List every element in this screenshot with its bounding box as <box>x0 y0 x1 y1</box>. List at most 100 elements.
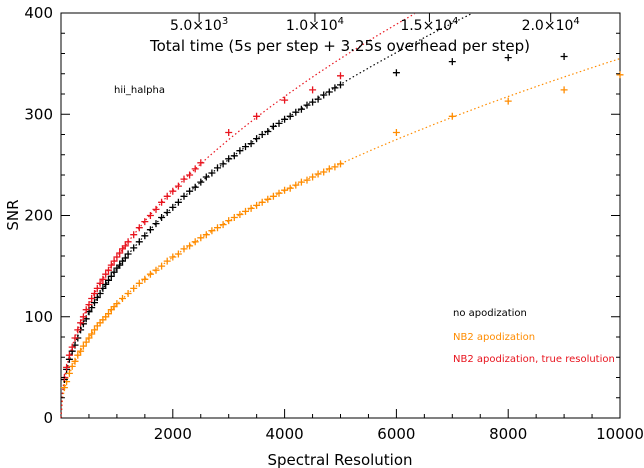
data-point <box>560 86 568 94</box>
data-point <box>71 357 79 365</box>
legend-item-2: NB2 apodization, true resolution <box>453 354 615 365</box>
data-point <box>63 363 71 371</box>
data-point <box>124 250 132 258</box>
data-point <box>163 192 171 200</box>
data-point <box>219 221 227 229</box>
data-point <box>110 268 118 276</box>
data-point <box>258 198 266 206</box>
top-axis-title: Total time (5s per step + 3.25s overhead… <box>149 37 530 55</box>
data-point <box>79 342 87 350</box>
data-point <box>135 224 143 232</box>
data-point <box>253 112 261 120</box>
data-point <box>191 238 199 246</box>
data-point <box>281 96 289 104</box>
legend-item-1: NB2 apodization <box>453 332 535 343</box>
data-point <box>297 178 305 186</box>
data-point <box>174 250 182 258</box>
data-point <box>320 91 328 99</box>
data-point <box>60 384 68 392</box>
data-point <box>286 112 294 120</box>
data-point <box>208 169 216 177</box>
data-point <box>152 205 160 213</box>
y-tick-label: 0 <box>43 409 53 427</box>
data-point <box>79 313 87 321</box>
data-point <box>174 198 182 206</box>
data-point <box>230 152 238 160</box>
x-tick-label: 2000 <box>154 425 192 443</box>
data-point <box>174 182 182 190</box>
data-point <box>286 184 294 192</box>
x-axis-label: Spectral Resolution <box>267 451 412 468</box>
data-point <box>158 262 166 270</box>
data-point <box>186 242 194 250</box>
data-point <box>214 164 221 172</box>
data-point <box>219 160 227 168</box>
data-point <box>105 266 112 274</box>
data-point <box>124 290 132 297</box>
data-point <box>247 204 255 212</box>
data-point <box>281 115 289 123</box>
data-point <box>110 257 118 265</box>
data-point <box>180 245 188 253</box>
data-point <box>130 231 138 239</box>
data-point <box>331 163 339 171</box>
y-axis-label: SNR <box>4 199 22 230</box>
data-point <box>88 330 96 338</box>
data-point <box>392 69 400 77</box>
data-point <box>197 159 205 167</box>
data-point <box>303 101 311 109</box>
data-point <box>77 347 85 355</box>
fit-curve-0 <box>60 12 473 419</box>
data-point <box>163 257 171 265</box>
data-point <box>180 175 188 183</box>
data-point <box>247 140 255 148</box>
x-tick-label: 8000 <box>489 425 527 443</box>
top-tick-label: 5.0×103 <box>170 16 228 34</box>
data-point <box>169 253 177 261</box>
x-tick-label: 4000 <box>266 425 304 443</box>
data-point <box>264 128 272 135</box>
data-point <box>225 155 233 163</box>
data-point <box>105 276 112 284</box>
top-tick-label: 1.5×104 <box>400 16 458 34</box>
data-point <box>105 310 112 318</box>
data-point <box>158 214 166 221</box>
data-point <box>309 86 317 94</box>
y-tick-label: 200 <box>24 207 53 225</box>
data-point <box>135 279 143 287</box>
data-point <box>146 226 154 234</box>
data-point <box>130 284 138 292</box>
data-point <box>297 105 305 113</box>
data-point <box>124 238 132 246</box>
data-point <box>230 214 238 221</box>
data-point <box>197 234 205 242</box>
data-point <box>504 54 512 62</box>
data-point <box>74 326 82 334</box>
data-point <box>113 300 121 308</box>
data-point <box>130 244 138 252</box>
data-point <box>292 181 300 189</box>
data-point <box>141 232 149 240</box>
data-point <box>314 170 322 178</box>
data-point <box>337 72 344 80</box>
data-point <box>68 362 76 370</box>
data-point <box>107 272 115 280</box>
data-point <box>281 186 289 194</box>
data-point <box>191 165 199 173</box>
data-point <box>253 201 261 209</box>
fit-curve-1 <box>60 58 621 419</box>
legend-item-0: no apodization <box>453 308 527 319</box>
data-point <box>337 81 344 89</box>
data-point <box>152 266 160 274</box>
data-point <box>186 187 194 195</box>
data-point <box>225 129 233 136</box>
data-point <box>116 249 124 257</box>
data-point <box>119 295 126 302</box>
data-point <box>197 178 205 186</box>
data-point <box>191 183 199 191</box>
data-point <box>152 220 160 228</box>
data-point <box>180 192 188 200</box>
data-point <box>269 192 277 200</box>
data-point <box>253 135 261 143</box>
